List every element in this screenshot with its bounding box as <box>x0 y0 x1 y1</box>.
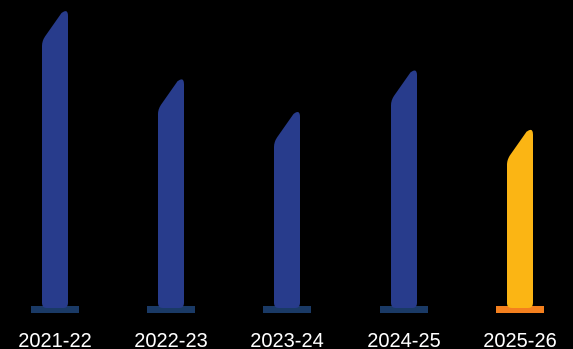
bar-2025-26 <box>507 129 533 308</box>
x-tick-label-2021-22: 2021-22 <box>18 330 91 349</box>
bar-2024-25 <box>391 70 417 308</box>
x-tick-label-2024-25: 2024-25 <box>367 330 440 349</box>
bar-base-2023-24 <box>263 306 311 313</box>
bar-bases <box>31 306 544 313</box>
bar-base-2025-26 <box>496 306 544 313</box>
bar-base-2021-22 <box>31 306 79 313</box>
bar-2021-22 <box>42 11 68 308</box>
x-tick-label-2022-23: 2022-23 <box>134 330 207 349</box>
bar-2023-24 <box>274 112 300 309</box>
bar-base-2022-23 <box>147 306 195 313</box>
x-tick-label-2025-26: 2025-26 <box>483 330 556 349</box>
bars <box>42 11 533 309</box>
bar-base-2024-25 <box>380 306 428 313</box>
bar-2022-23 <box>158 79 184 308</box>
x-tick-labels: 2021-22 2022-23 2023-24 2024-25 2025-26 <box>18 330 556 349</box>
x-tick-label-2023-24: 2023-24 <box>250 330 323 349</box>
